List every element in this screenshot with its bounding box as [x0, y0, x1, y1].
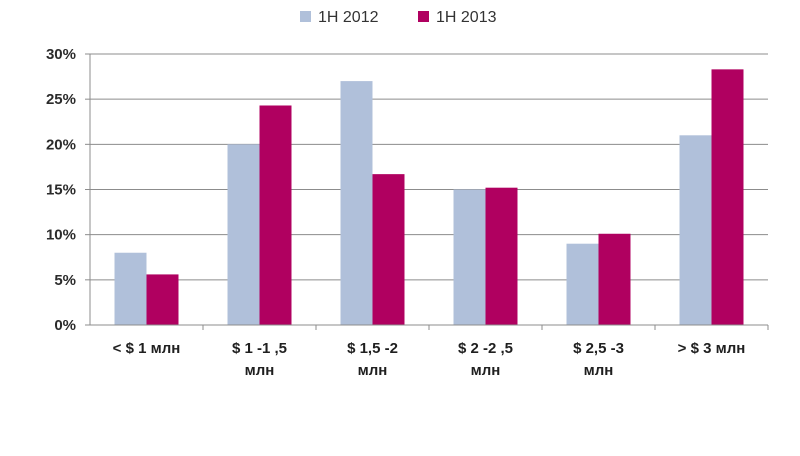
x-tick-label: $ 2 -2 ,5 млн — [458, 340, 513, 379]
legend-label-1: 1H 2013 — [436, 9, 497, 26]
x-tick-labels: < $ 1 млн $ 1 -1 ,5 млн $ 1,5 -2 млн $ 2 -2 ,… — [113, 340, 746, 379]
bar-1h-2012-3 — [453, 189, 486, 325]
y-tick-label: 10% — [46, 227, 76, 244]
bar-1h-2013-5 — [711, 69, 744, 326]
legend: 1H 2012 1H 2013 — [300, 9, 497, 26]
bar-1h-2013-0 — [146, 274, 179, 325]
bar-1h-2013-2 — [372, 174, 405, 325]
bar-1h-2012-4 — [566, 243, 599, 325]
y-tick-label: 0% — [54, 317, 76, 334]
bar-1h-2012-5 — [679, 135, 712, 325]
x-tick-label: < $ 1 млн — [113, 340, 181, 357]
y-tick-label: 20% — [46, 136, 76, 153]
bar-1h-2013-1 — [259, 105, 292, 326]
legend-swatch-0 — [300, 11, 311, 22]
legend-swatch-1 — [418, 11, 429, 22]
bar-1h-2013-3 — [485, 187, 518, 325]
y-tick-label: 5% — [54, 272, 76, 289]
bars — [114, 69, 744, 326]
bar-1h-2012-1 — [227, 144, 260, 325]
legend-label-0: 1H 2012 — [318, 9, 379, 26]
x-tick-label: > $ 3 млн — [678, 340, 746, 357]
bar-1h-2013-4 — [598, 233, 631, 325]
y-tick-label: 25% — [46, 91, 76, 108]
x-tick-label: $ 1 -1 ,5 млн — [232, 340, 287, 379]
bar-1h-2012-2 — [340, 81, 373, 325]
y-tick-label: 30% — [46, 46, 76, 63]
x-tick-label: $ 2,5 -3 млн — [573, 340, 624, 379]
x-tick-label: $ 1,5 -2 млн — [347, 340, 398, 379]
axes — [85, 53, 769, 330]
y-tick-labels: 0% 5% 10% 15% 20% 25% 30% — [46, 46, 76, 334]
bar-1h-2012-0 — [114, 252, 147, 325]
gridlines — [90, 53, 768, 281]
y-tick-label: 15% — [46, 182, 76, 199]
